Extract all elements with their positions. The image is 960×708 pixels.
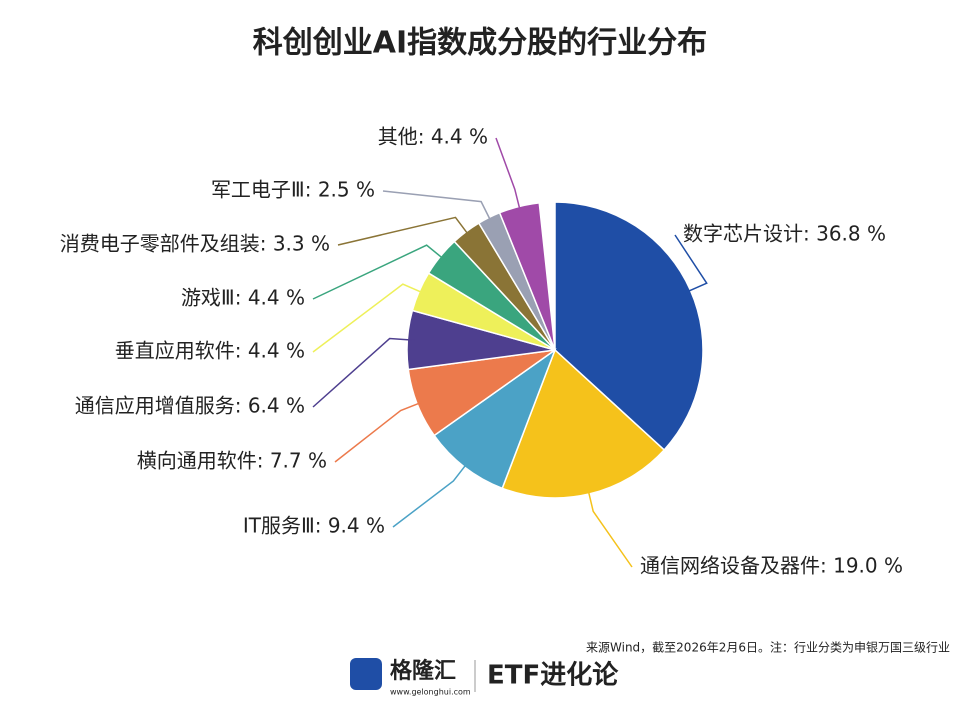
leader-line <box>495 137 522 214</box>
slice-label: 军工电子Ⅲ: 2.5 % <box>211 178 375 202</box>
leader-line <box>312 283 427 353</box>
leader-line <box>312 337 415 408</box>
source-note: 来源Wind，截至2026年2月6日。注：行业分类为申银万国三级行业 <box>586 640 950 655</box>
brand: 格隆汇 <box>390 658 456 684</box>
leader-line <box>312 244 447 300</box>
slice-label: 其他: 4.4 % <box>378 125 488 149</box>
slice-label: 垂直应用软件: 4.4 % <box>115 339 305 363</box>
brand-url: www.gelonghui.com <box>390 688 471 697</box>
slice-label: IT服务Ⅲ: 9.4 % <box>243 514 385 538</box>
slice-label: 消费电子零部件及组装: 3.3 % <box>60 232 330 256</box>
brand2: ETF进化论 <box>487 661 619 691</box>
slice-label: 通信网络设备及器件: 19.0 % <box>640 554 903 578</box>
leader-line <box>586 486 633 568</box>
leader-line <box>674 234 708 295</box>
leader-line <box>382 190 494 225</box>
slice-label: 通信应用增值服务: 6.4 % <box>75 394 305 418</box>
leader-line <box>334 400 425 463</box>
chart-title: 科创创业AI指数成分股的行业分布 <box>253 26 707 61</box>
leader-line <box>392 460 470 528</box>
slice-label: 游戏Ⅲ: 4.4 % <box>181 286 305 310</box>
logo-icon <box>350 658 382 690</box>
slice-label: 数字芯片设计: 36.8 % <box>683 222 886 246</box>
slice-label: 横向通用软件: 7.7 % <box>137 449 327 473</box>
leader-line <box>337 216 472 246</box>
